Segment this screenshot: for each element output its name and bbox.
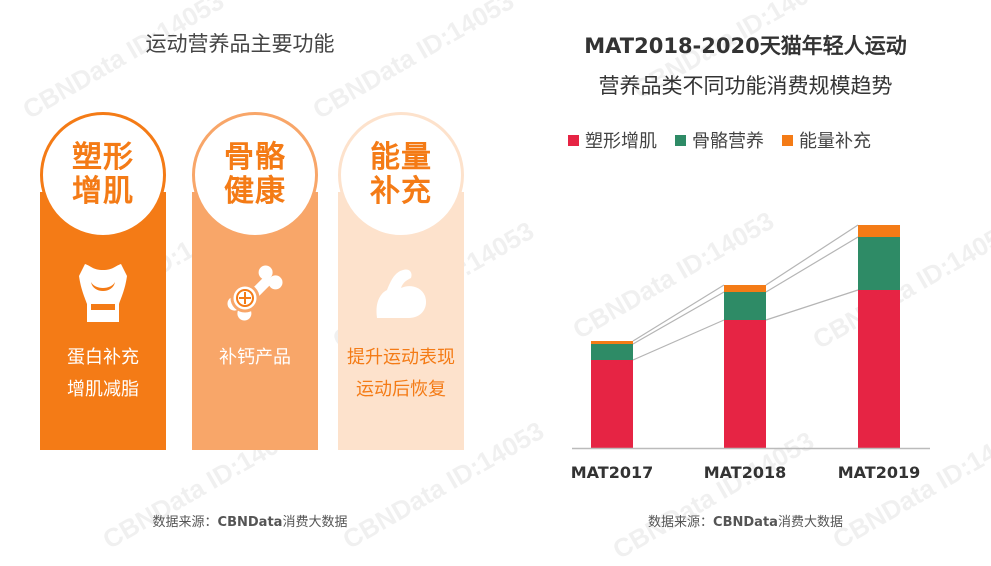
legend-item-series-2: 能量补充 [782,127,871,153]
card-title-line1: 塑形 [72,140,134,175]
function-card-energy: 能量 补充 提升运动表现 运动后恢复 [338,112,464,450]
card-description: 蛋白补充 增肌减脂 [32,342,174,406]
connector-line [632,284,725,342]
card-title-circle: 骨骼 健康 [192,112,318,238]
source-suffix: 消费大数据 [777,515,843,530]
legend-item-series-1: 骨骼营养 [675,127,764,153]
bar-segment-mat2018-series-1 [724,292,766,320]
flexed-arm-icon [338,260,464,332]
stacked-bar-chart: MAT2017 MAT2018 MAT2019 [571,224,930,482]
source-brand: CBNData [217,515,283,530]
legend-swatch [782,134,793,146]
card-title-line1: 能量 [370,140,432,175]
legend-item-series-0: 塑形增肌 [568,127,657,153]
connector-line [765,224,859,286]
bar-segment-mat2017-series-0 [591,360,633,448]
card-title-line1: 骨骼 [224,140,286,175]
bar-segment-mat2019-series-2 [858,225,900,237]
chart-title: MAT2018-2020天猫年轻人运动 营养品类不同功能消费规模趋势 [500,26,991,106]
chart-title-line1: MAT2018-2020天猫年轻人运动 [584,34,907,58]
bar-segment-mat2019-series-1 [858,237,900,290]
source-prefix: 数据来源： [648,515,714,530]
source-brand: CBNData [713,515,778,530]
card-desc-line1: 蛋白补充 [67,347,139,368]
bar-segment-mat2017-series-1 [591,344,633,360]
legend-label: 塑形增肌 [585,131,657,152]
source-prefix: 数据来源： [152,515,218,530]
bone-icon [192,260,318,332]
connector-line [765,236,859,293]
card-desc-line2: 增肌减脂 [67,379,139,400]
x-tick-label: MAT2017 [571,463,654,482]
connector-line [765,289,859,321]
card-desc-line2: 运动后恢复 [356,379,446,400]
card-title-circle: 能量 补充 [338,112,464,238]
x-tick-label: MAT2019 [838,463,921,482]
card-title-line2: 补充 [370,174,432,209]
legend-label: 骨骼营养 [692,131,764,152]
legend-swatch [675,134,686,146]
function-card-bone: 骨骼 健康 补钙产品 [192,112,318,450]
bar-segment-mat2017-series-2 [591,341,633,344]
legend-swatch [568,134,579,146]
chart-source-note: 数据来源：CBNData消费大数据 [500,511,991,530]
bar-segment-mat2018-series-0 [724,320,766,448]
torso-icon [40,260,166,332]
connector-line [632,319,725,361]
bar-segment-mat2018-series-2 [724,285,766,292]
x-tick-label: MAT2018 [704,463,787,482]
source-suffix: 消费大数据 [282,515,348,530]
function-card-shaping: 塑形 增肌 蛋白补充 增肌减脂 [40,112,166,450]
card-title-line2: 增肌 [72,174,134,209]
connector-line [632,291,725,345]
card-description: 补钙产品 [184,342,326,374]
left-source-note: 数据来源：CBNData消费大数据 [0,511,500,530]
card-desc-line1: 提升运动表现 [347,347,455,368]
chart-title-line2: 营养品类不同功能消费规模趋势 [598,74,893,98]
bar-segment-mat2019-series-0 [858,290,900,448]
left-panel-title: 运动营养品主要功能 [145,32,335,56]
card-title-line2: 健康 [224,174,286,209]
legend-label: 能量补充 [799,131,871,152]
card-title-circle: 塑形 增肌 [40,112,166,238]
card-desc-line1: 补钙产品 [219,347,291,368]
chart-legend: 塑形增肌 骨骼营养 能量补充 [568,127,871,153]
card-description: 提升运动表现 运动后恢复 [330,342,472,406]
